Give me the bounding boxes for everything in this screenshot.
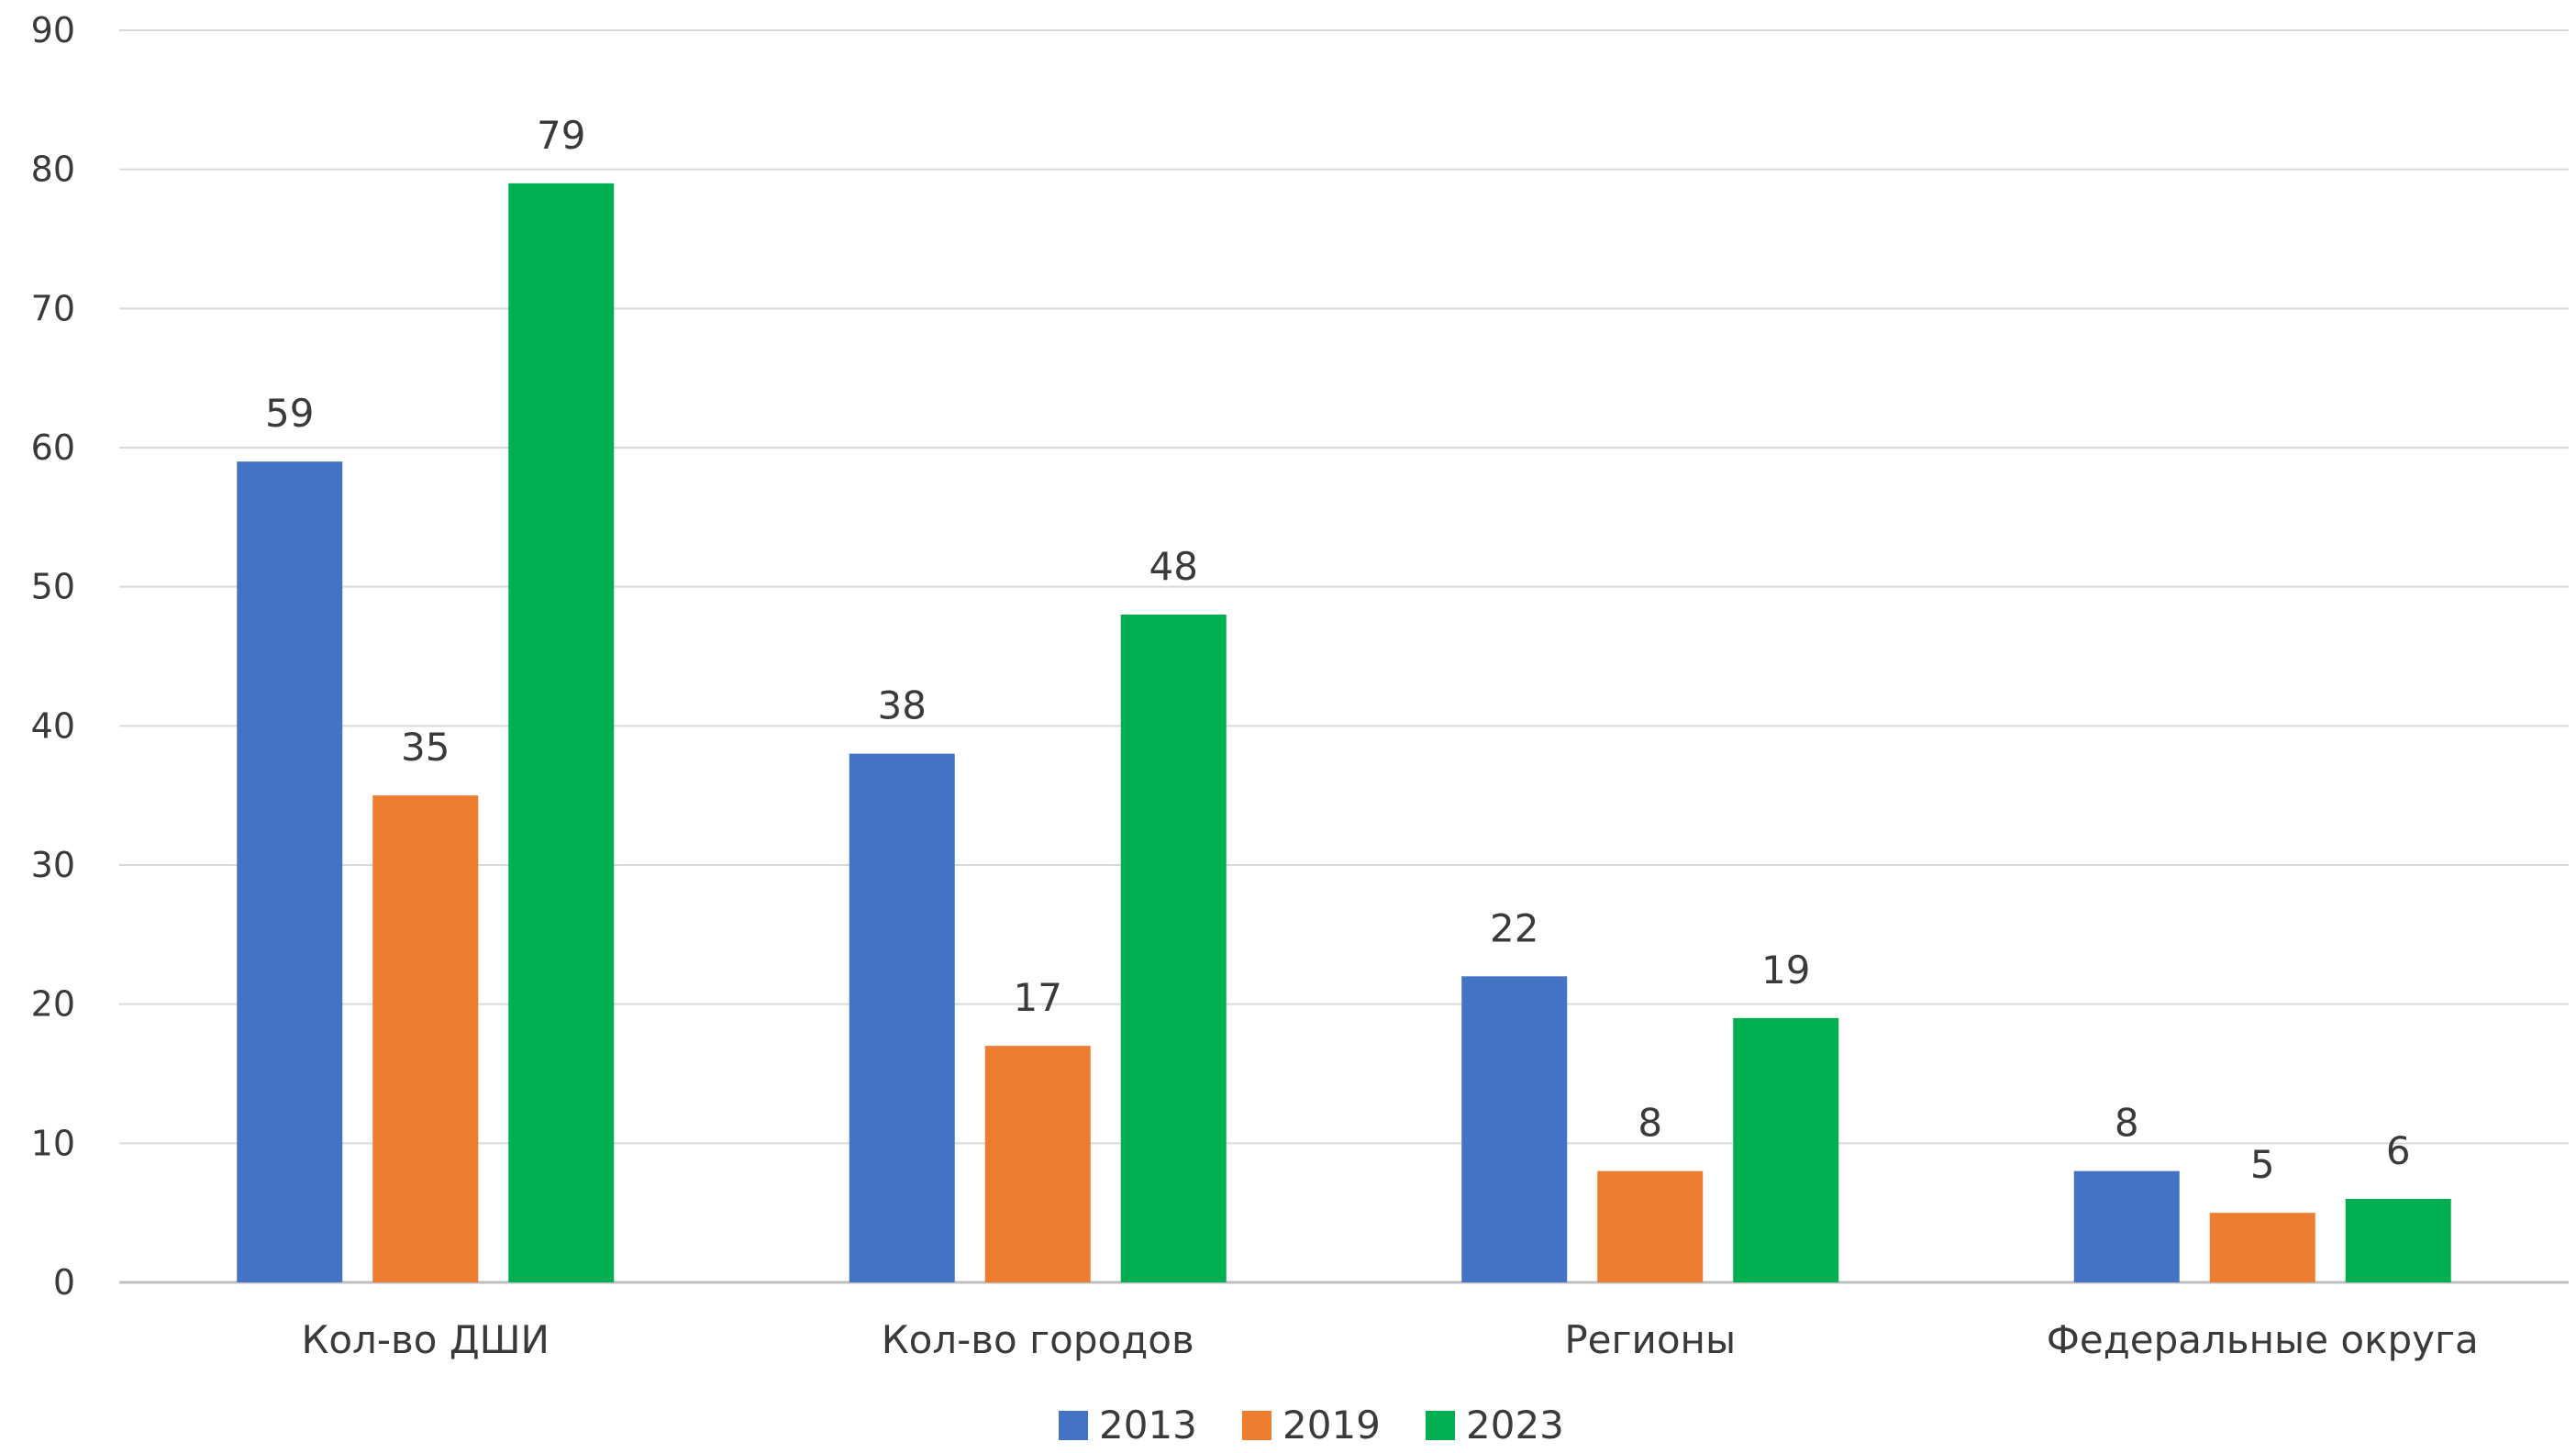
- y-tick-label: 80: [31, 150, 75, 190]
- data-label: 8: [1638, 1101, 1662, 1146]
- category-label: Кол-во городов: [882, 1317, 1194, 1362]
- y-tick-label: 20: [31, 984, 75, 1025]
- y-tick-label: 50: [31, 567, 75, 607]
- bar-2023-1: [1120, 615, 1227, 1282]
- bar-2019-2: [1597, 1170, 1704, 1282]
- y-tick-label: 40: [31, 705, 75, 746]
- bar-2013-3: [2073, 1170, 2180, 1282]
- y-tick-label: 10: [31, 1123, 75, 1163]
- data-label: 17: [1014, 975, 1062, 1020]
- bar-2019-3: [2209, 1213, 2315, 1282]
- data-label: 79: [537, 113, 585, 158]
- data-label: 19: [1761, 948, 1810, 993]
- legend-swatch: [1426, 1411, 1455, 1440]
- bar-2019-1: [984, 1046, 1091, 1282]
- data-label: 59: [265, 391, 314, 436]
- bar-2023-2: [1733, 1017, 1839, 1282]
- legend: 2013 2019 2023: [1059, 1403, 1564, 1447]
- legend-label: 2023: [1466, 1403, 1564, 1447]
- bar-2023-3: [2345, 1199, 2451, 1282]
- legend-label: 2019: [1282, 1403, 1381, 1447]
- legend-swatch: [1059, 1411, 1088, 1440]
- data-label: 48: [1149, 544, 1198, 589]
- data-label: 35: [401, 725, 450, 770]
- y-tick-label: 0: [53, 1262, 75, 1303]
- x-axis-categories: Кол-во ДШИ Кол-во городов Регионы Федеральн…: [302, 1317, 2479, 1362]
- category-label: Регионы: [1564, 1317, 1736, 1362]
- data-label: 22: [1490, 905, 1538, 950]
- data-label: 5: [2250, 1142, 2275, 1187]
- category-label: Кол-во ДШИ: [302, 1317, 550, 1362]
- y-tick-label: 60: [31, 427, 75, 468]
- data-label: 8: [2115, 1101, 2139, 1146]
- data-label: 38: [878, 683, 927, 728]
- data-labels: 59 35 79 38 17 48 22 8 19 8 5 6: [265, 113, 2411, 1187]
- bars: [237, 183, 2451, 1283]
- legend-swatch: [1242, 1411, 1271, 1440]
- category-label: Федеральные округа: [2047, 1317, 2479, 1362]
- bar-2013-2: [1461, 976, 1568, 1282]
- y-axis-ticks: 0 10 20 30 40 50 60 70 80 90: [31, 10, 75, 1303]
- bar-2019-0: [372, 795, 479, 1282]
- y-tick-label: 70: [31, 288, 75, 328]
- bar-2013-0: [237, 461, 343, 1283]
- data-label: 6: [2386, 1128, 2411, 1173]
- y-tick-label: 30: [31, 845, 75, 885]
- legend-label: 2013: [1099, 1403, 1197, 1447]
- y-tick-label: 90: [31, 10, 75, 50]
- gridlines: [119, 29, 2569, 1284]
- bar-2013-1: [849, 753, 955, 1282]
- bar-2023-0: [508, 183, 615, 1282]
